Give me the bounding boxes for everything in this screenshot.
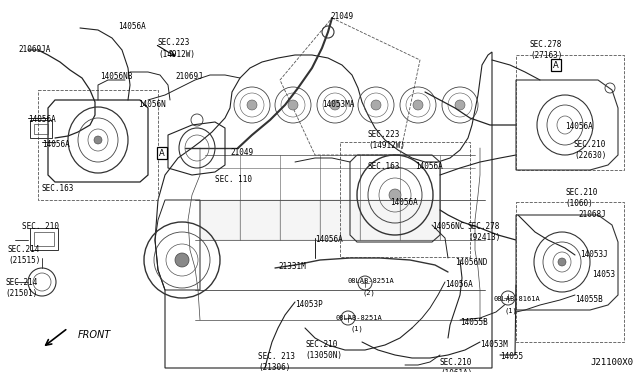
Text: 14053: 14053: [592, 270, 615, 279]
Text: SEC.278: SEC.278: [468, 222, 500, 231]
Bar: [30, 120, 52, 138]
Text: (13050N): (13050N): [305, 351, 342, 360]
Text: 14053P: 14053P: [295, 300, 323, 309]
Polygon shape: [200, 200, 240, 240]
Bar: [30, 228, 58, 250]
Text: 14056A: 14056A: [445, 280, 473, 289]
Text: FRONT: FRONT: [78, 330, 111, 340]
Text: (21515): (21515): [8, 256, 40, 265]
Ellipse shape: [330, 100, 340, 110]
Ellipse shape: [501, 291, 515, 305]
Ellipse shape: [371, 100, 381, 110]
Text: A: A: [159, 148, 165, 157]
Text: 21049: 21049: [230, 148, 253, 157]
Text: SEC.163: SEC.163: [368, 162, 401, 171]
Text: SEC.163: SEC.163: [42, 184, 74, 193]
Polygon shape: [280, 200, 320, 240]
Text: SEC.214: SEC.214: [8, 245, 40, 254]
Ellipse shape: [288, 100, 298, 110]
Text: SEC. 110: SEC. 110: [215, 175, 252, 184]
Text: SEC. 213: SEC. 213: [258, 352, 295, 361]
Text: 14055B: 14055B: [460, 318, 488, 327]
Bar: [340, 142, 470, 257]
Text: 14055B: 14055B: [575, 295, 603, 304]
Text: 08LAB-8161A: 08LAB-8161A: [493, 296, 540, 302]
Text: SEC.210: SEC.210: [440, 358, 472, 367]
Text: 14056A: 14056A: [28, 115, 56, 124]
Ellipse shape: [455, 100, 465, 110]
Text: 14056A: 14056A: [315, 235, 343, 244]
Text: SEC.223: SEC.223: [158, 38, 190, 47]
Text: (1): (1): [505, 307, 518, 314]
Bar: [516, 202, 624, 342]
Polygon shape: [240, 200, 280, 240]
Bar: [34, 232, 54, 246]
Bar: [34, 124, 48, 134]
Text: SEC.214: SEC.214: [5, 278, 37, 287]
Text: 21049: 21049: [330, 12, 353, 21]
Text: 14056N: 14056N: [138, 100, 166, 109]
Ellipse shape: [247, 100, 257, 110]
Ellipse shape: [341, 311, 355, 325]
Text: (1061A): (1061A): [440, 369, 472, 372]
Ellipse shape: [558, 258, 566, 266]
Text: 14055: 14055: [500, 352, 523, 361]
Text: 14053J: 14053J: [580, 250, 608, 259]
Text: 08LAB-8251A: 08LAB-8251A: [335, 315, 381, 321]
Polygon shape: [360, 200, 400, 240]
Text: 21068J: 21068J: [578, 210, 605, 219]
Text: 14056ND: 14056ND: [455, 258, 488, 267]
Text: (22630): (22630): [574, 151, 606, 160]
Ellipse shape: [358, 276, 372, 290]
Text: 14053MA: 14053MA: [322, 100, 355, 109]
Text: 21069J: 21069J: [175, 72, 203, 81]
Ellipse shape: [389, 189, 401, 201]
Text: 21331M: 21331M: [278, 262, 306, 271]
Ellipse shape: [175, 253, 189, 267]
Text: SEC.278: SEC.278: [530, 40, 563, 49]
Text: (21306): (21306): [258, 363, 291, 372]
Ellipse shape: [413, 100, 423, 110]
Text: 14056A: 14056A: [415, 162, 443, 171]
Polygon shape: [320, 200, 360, 240]
Text: (92413): (92413): [468, 233, 500, 242]
Ellipse shape: [94, 136, 102, 144]
Text: (1): (1): [350, 326, 363, 333]
Text: 14056A: 14056A: [118, 22, 146, 31]
Text: 21069JA: 21069JA: [18, 45, 51, 54]
Text: 14056NC: 14056NC: [432, 222, 465, 231]
Text: (2): (2): [362, 290, 375, 296]
Text: SEC.210: SEC.210: [574, 140, 606, 149]
Text: 14056A: 14056A: [390, 198, 418, 207]
Bar: [38, 90, 158, 200]
Text: SEC.223: SEC.223: [368, 130, 401, 139]
Polygon shape: [400, 200, 440, 240]
Text: 08LAB-8251A: 08LAB-8251A: [348, 278, 395, 284]
Text: 14056A: 14056A: [565, 122, 593, 131]
Text: J21100X0: J21100X0: [590, 358, 633, 367]
Text: (14912W): (14912W): [158, 50, 195, 59]
Text: (1060): (1060): [565, 199, 593, 208]
Text: 14053M: 14053M: [480, 340, 508, 349]
Text: 14056NB: 14056NB: [100, 72, 132, 81]
Text: 14056A: 14056A: [42, 140, 70, 149]
Text: A: A: [553, 61, 559, 70]
Text: (27163): (27163): [530, 51, 563, 60]
Text: SEC.210: SEC.210: [565, 188, 597, 197]
Text: (21501): (21501): [5, 289, 37, 298]
Bar: [516, 55, 624, 170]
Text: SEC.210: SEC.210: [305, 340, 337, 349]
Text: SEC. 210: SEC. 210: [22, 222, 59, 231]
Text: (14912W): (14912W): [368, 141, 405, 150]
